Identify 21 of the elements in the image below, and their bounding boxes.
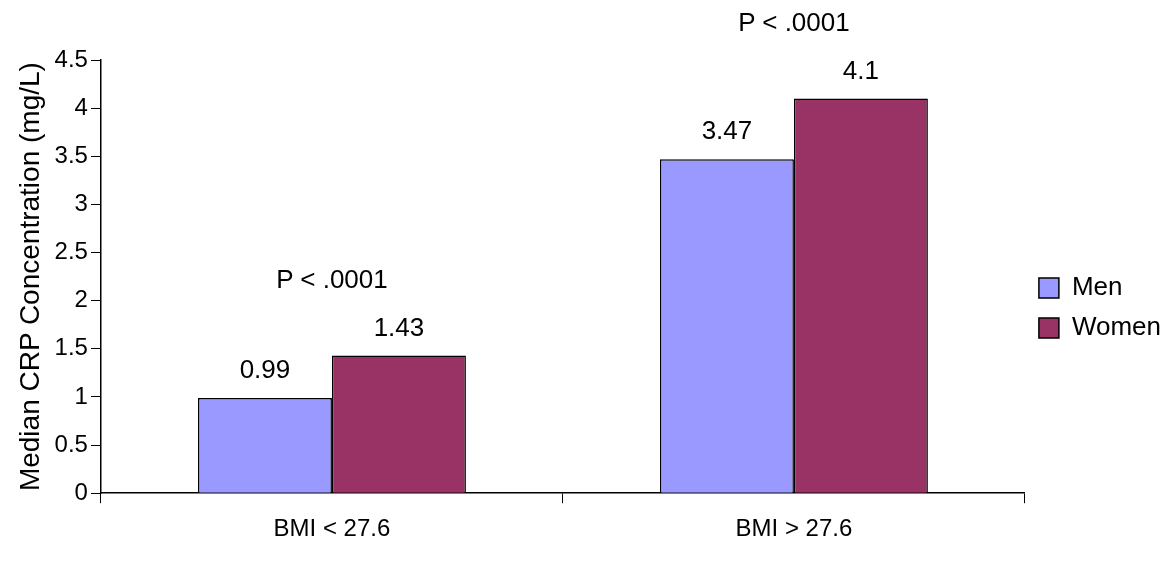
y-axis-title: Median CRP Concentration (mg/L) xyxy=(13,62,45,492)
data-label: 1.43 xyxy=(373,311,425,342)
y-tick-label: 1.5 xyxy=(54,333,88,361)
y-tick-label: 2.5 xyxy=(54,237,88,265)
x-tick-label: BMI > 27.6 xyxy=(735,514,853,542)
data-label: 0.99 xyxy=(239,354,291,385)
y-tick-label: 0.5 xyxy=(54,429,88,457)
y-tick-label: 4.5 xyxy=(54,44,88,72)
text: P < .0001 xyxy=(738,6,850,37)
y-tick-label: 3.5 xyxy=(54,140,88,168)
data-label: 3.47 xyxy=(701,115,753,146)
y-tick-label: 2 xyxy=(74,285,88,313)
legend-label: Men xyxy=(1071,271,1123,302)
y-tick-label: 4 xyxy=(74,92,88,120)
legend-label: Women xyxy=(1071,311,1161,342)
data-label: 4.1 xyxy=(842,54,879,85)
y-tick-label: 0 xyxy=(74,477,88,505)
y-tick-label: 1 xyxy=(74,381,88,409)
x-tick-label: BMI < 27.6 xyxy=(273,514,391,542)
annotation: P < .0001 xyxy=(276,263,388,294)
y-tick-label: 3 xyxy=(74,189,88,217)
